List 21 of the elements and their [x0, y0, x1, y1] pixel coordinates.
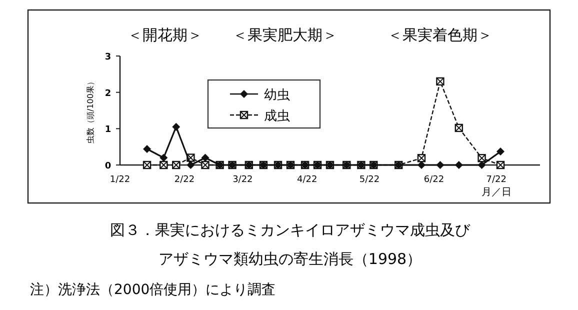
x-tick-label: 4/22: [297, 175, 318, 185]
text: 注）洗浄法（2000倍使用）により調査: [30, 282, 276, 298]
y-tick-label: 1: [104, 125, 112, 136]
x-tick-label: 7/22: [486, 175, 506, 185]
x-tick-label: 1/22: [110, 175, 130, 185]
y-tick-label: 2: [104, 88, 112, 99]
legend-label: 幼虫: [264, 88, 290, 103]
y-tick-label: 3: [104, 52, 112, 62]
legend-label: 成虫: [264, 109, 290, 124]
text: ＜果実肥大期＞: [232, 26, 338, 44]
x-tick-label: 2/22: [174, 175, 195, 185]
text: 図３．果実におけるミカンキイロアザミウマ成虫及び: [110, 221, 471, 239]
x-axis-title: 月／日: [481, 187, 512, 198]
x-tick-label: 6/22: [424, 175, 444, 185]
x-tick-label: 5/22: [359, 175, 380, 185]
text: ＜果実着色期＞: [388, 26, 492, 44]
y-tick-label: 0: [104, 162, 112, 172]
x-tick-label: 3/22: [232, 175, 253, 185]
y-axis-title: 虫数（頭/100果）: [86, 78, 95, 144]
text: ＜開花期＞: [128, 26, 202, 44]
text: アザミウマ類幼虫の寄生消長（1998）: [158, 250, 422, 268]
